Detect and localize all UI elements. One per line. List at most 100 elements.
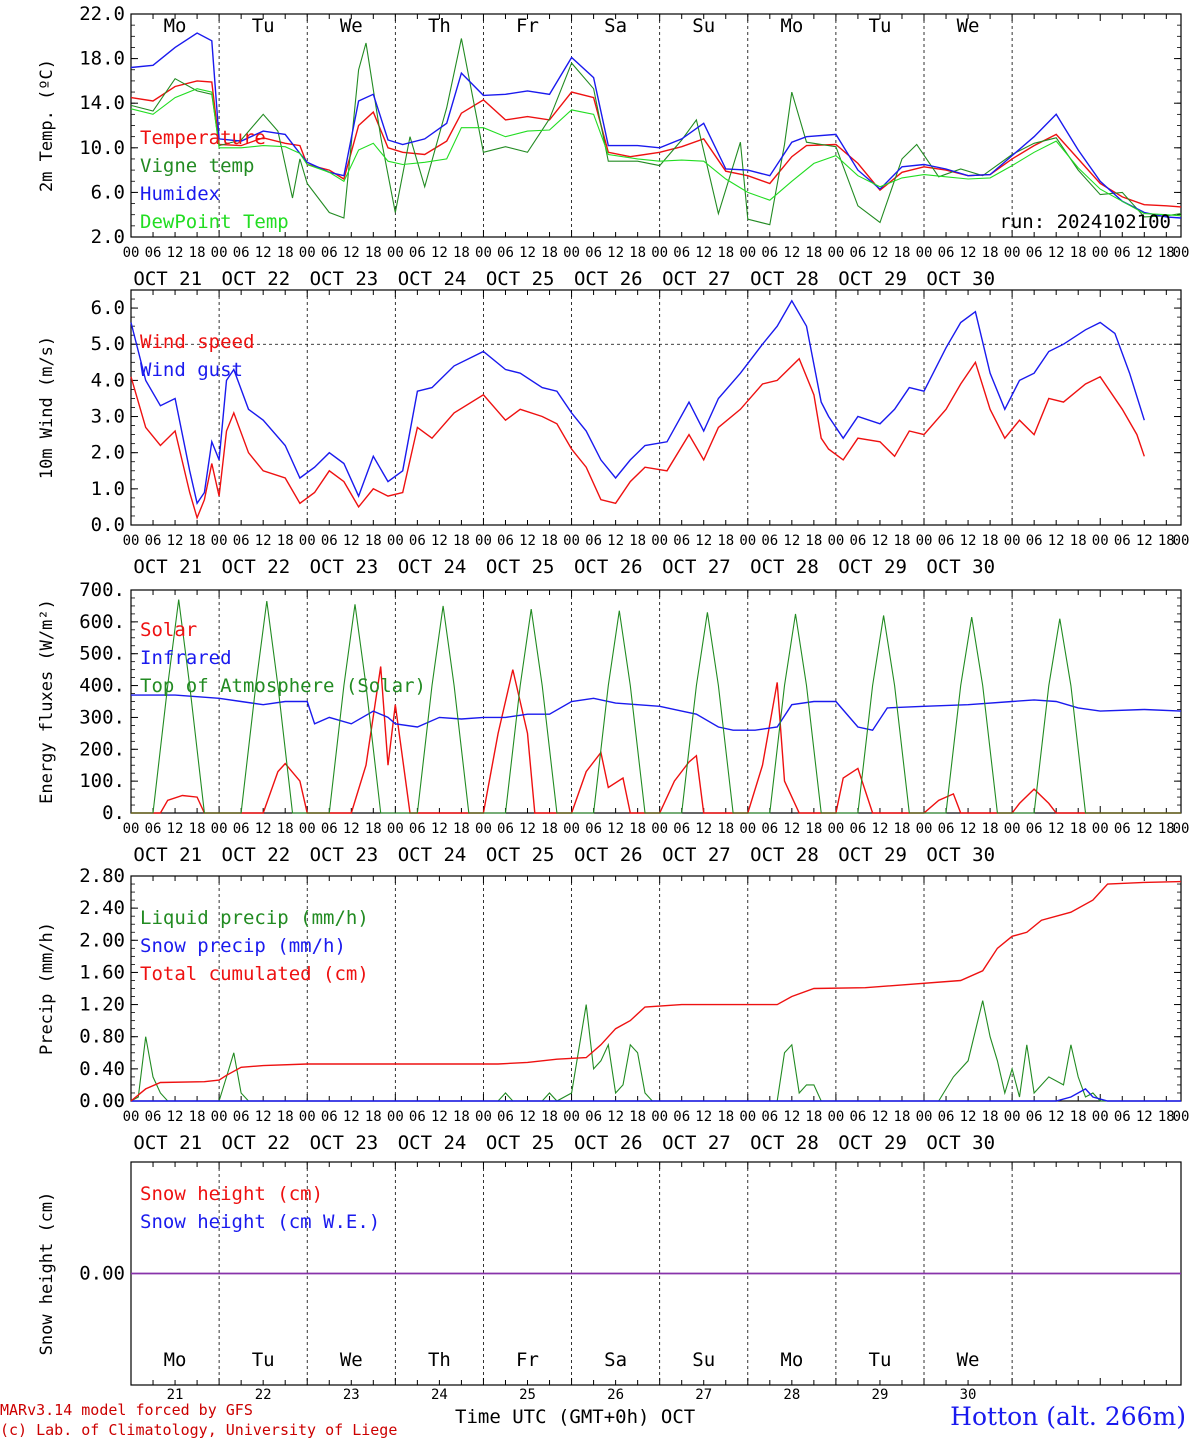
hour-tick-label: 06: [1026, 1109, 1043, 1125]
hour-tick-label: 12: [431, 245, 448, 261]
hour-tick-label: 06: [233, 533, 250, 549]
hour-tick-label: 00: [1004, 245, 1021, 261]
y-tick-label: 5.0: [91, 333, 125, 355]
panel-4: 0.00 0.40 0.80 1.20 1.60 2.00 2.40 2.80 Precip (…: [37, 865, 1189, 1154]
day-label: OCT 30: [926, 268, 995, 290]
day-label: OCT 26: [574, 844, 643, 866]
hour-tick-label: 18: [189, 245, 206, 261]
hour-tick-label: 00: [475, 533, 492, 549]
day-label: OCT 21: [133, 556, 202, 578]
time-axis-title: Time UTC (GMT+0h) OCT: [455, 1406, 695, 1428]
series-line-liquid-precip-mm-h-: [130, 1000, 1181, 1102]
hour-tick-label: 18: [365, 245, 382, 261]
weekday-label: Mo: [780, 1349, 803, 1371]
hour-tick-label: 06: [849, 533, 866, 549]
y-tick-label: 0.0: [91, 514, 125, 536]
weekday-label: Su: [692, 15, 715, 37]
weekday-label: Su: [692, 1349, 715, 1371]
day-label: OCT 28: [750, 268, 819, 290]
hour-tick-label: 06: [321, 533, 338, 549]
hour-tick-label: 06: [761, 245, 778, 261]
hour-tick-label: 06: [1114, 533, 1131, 549]
hour-tick-label: 18: [629, 1109, 646, 1125]
hour-tick-label: 12: [255, 245, 272, 261]
hour-tick-label: 12: [607, 245, 624, 261]
hour-tick-label: 00: [563, 821, 580, 837]
hour-tick-label: 18: [629, 533, 646, 549]
day-label: OCT 28: [750, 1132, 819, 1154]
day-label: OCT 29: [838, 268, 907, 290]
y-tick-label: 22.0: [79, 3, 125, 25]
hour-tick-label: 00: [1004, 533, 1021, 549]
hour-tick-label: 06: [233, 821, 250, 837]
day-number-label: 30: [960, 1387, 977, 1403]
hour-tick-label: 18: [805, 533, 822, 549]
hour-tick-label: 06: [849, 245, 866, 261]
y-axis-label: Snow height (cm): [37, 1192, 57, 1356]
hour-tick-label: 00: [563, 245, 580, 261]
hour-tick-label: 06: [761, 1109, 778, 1125]
y-tick-label: 400.: [79, 675, 125, 697]
hour-tick-label: 18: [894, 533, 911, 549]
panel-1: 2.0 6.0 10.0 14.0 18.0 22.0 2m Temp. (ºC) Tempe…: [37, 3, 1189, 290]
hour-tick-label: 18: [453, 1109, 470, 1125]
hour-tick-label: 12: [607, 1109, 624, 1125]
legend-entry: Snow precip (mm/h): [140, 935, 346, 957]
hour-tick-label: 12: [167, 245, 184, 261]
legend-entry: Wind gust: [140, 359, 243, 381]
hour-tick-label: 12: [607, 533, 624, 549]
day-label: OCT 26: [574, 268, 643, 290]
hour-tick-label: 18: [717, 821, 734, 837]
day-label: OCT 22: [222, 1132, 291, 1154]
hour-tick-label: 00: [1092, 1109, 1109, 1125]
hour-tick-label: 06: [321, 821, 338, 837]
hour-tick-label: 12: [783, 1109, 800, 1125]
day-label: OCT 29: [838, 844, 907, 866]
panel-5: 0.00 Snow height (cm) Snow height (cm) Snow…: [37, 1161, 1182, 1403]
hour-tick-label: 12: [343, 821, 360, 837]
hour-tick-label: 18: [1070, 1109, 1087, 1125]
hour-tick-label: 12: [167, 1109, 184, 1125]
day-label: OCT 29: [838, 1132, 907, 1154]
hour-tick-label: 06: [409, 821, 426, 837]
hour-tick-label: 00: [827, 821, 844, 837]
hour-tick-label: 06: [497, 1109, 514, 1125]
hour-tick-label: 00: [387, 1109, 404, 1125]
hour-tick-label: 06: [585, 533, 602, 549]
hour-tick-label: 06: [145, 245, 162, 261]
hour-tick-label: 12: [960, 821, 977, 837]
hour-tick-label: 18: [894, 245, 911, 261]
day-label: OCT 26: [574, 556, 643, 578]
hour-tick-label: 06: [1026, 821, 1043, 837]
series-line-humidex: [130, 32, 1182, 219]
time-label: Time UTC (GMT+0h): [455, 1406, 650, 1428]
weekday-label: Mo: [780, 15, 803, 37]
day-label: OCT 28: [750, 556, 819, 578]
weekday-label: We: [957, 1349, 980, 1371]
day-label: OCT 27: [662, 844, 731, 866]
hour-tick-label: 06: [497, 245, 514, 261]
hour-tick-label: 12: [872, 245, 889, 261]
hour-tick-label: 12: [872, 1109, 889, 1125]
hour-tick-label: 12: [343, 533, 360, 549]
hour-tick-label: 06: [938, 533, 955, 549]
legend-entry: Infrared: [140, 647, 232, 669]
y-tick-label: 2.40: [79, 897, 125, 919]
hour-tick-label: 00: [475, 245, 492, 261]
day-number-label: 21: [167, 1387, 184, 1403]
hour-tick-label: 06: [585, 245, 602, 261]
weekday-label: Mo: [164, 1349, 187, 1371]
hour-tick-label: 00: [123, 533, 140, 549]
day-label: OCT 28: [750, 844, 819, 866]
hour-tick-label: 06: [497, 821, 514, 837]
hour-tick-label: 06: [1114, 1109, 1131, 1125]
hour-tick-label: 18: [189, 821, 206, 837]
series-line-total-cumulated-cm-: [130, 880, 1182, 1102]
credits: MARv3.14 model forced by GFS (c) Lab. of…: [0, 1400, 397, 1440]
hour-tick-label: 00: [211, 533, 228, 549]
credit-line-1: MARv3.14 model forced by GFS: [0, 1401, 253, 1419]
hour-tick-label: 00: [1092, 821, 1109, 837]
hour-tick-label: 18: [1158, 245, 1175, 261]
y-axis-label: Energy fluxes (W/m²): [37, 599, 57, 804]
